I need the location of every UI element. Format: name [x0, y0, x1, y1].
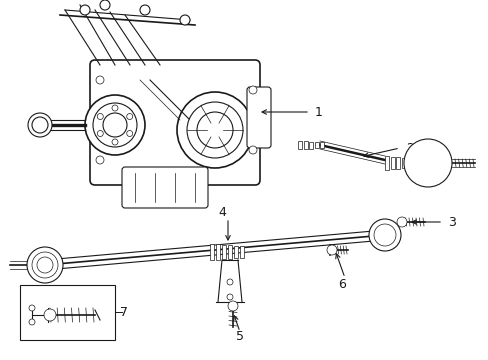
Bar	[222, 245, 225, 259]
Circle shape	[415, 151, 439, 175]
Circle shape	[409, 145, 445, 181]
Circle shape	[180, 15, 190, 25]
Text: 4: 4	[218, 206, 225, 219]
Text: 5: 5	[236, 329, 244, 342]
Circle shape	[32, 252, 58, 278]
Bar	[20, 285, 115, 340]
Circle shape	[177, 92, 252, 168]
Bar	[417, 159, 421, 166]
Circle shape	[85, 95, 145, 155]
Bar	[401, 158, 405, 168]
Bar	[227, 245, 231, 259]
Circle shape	[186, 102, 243, 158]
Bar	[308, 141, 312, 149]
Circle shape	[37, 257, 53, 273]
Bar	[390, 157, 394, 170]
Bar	[319, 142, 324, 148]
Circle shape	[197, 112, 232, 148]
Bar	[209, 244, 214, 260]
Bar	[240, 246, 244, 258]
Bar	[234, 246, 238, 258]
Circle shape	[248, 146, 257, 154]
Text: 3: 3	[447, 216, 455, 229]
Circle shape	[93, 103, 137, 147]
Circle shape	[44, 309, 56, 321]
Circle shape	[326, 245, 336, 255]
Circle shape	[421, 157, 433, 169]
Circle shape	[29, 305, 35, 311]
Circle shape	[97, 131, 103, 136]
Circle shape	[32, 117, 48, 133]
Circle shape	[248, 86, 257, 94]
Circle shape	[126, 113, 132, 120]
Bar	[384, 156, 388, 170]
Circle shape	[103, 113, 127, 137]
Circle shape	[97, 113, 103, 120]
FancyBboxPatch shape	[90, 60, 260, 185]
FancyBboxPatch shape	[246, 87, 270, 148]
Circle shape	[96, 76, 104, 84]
Circle shape	[396, 217, 406, 227]
Bar	[216, 244, 220, 260]
Circle shape	[80, 5, 90, 15]
Circle shape	[368, 219, 400, 251]
Circle shape	[112, 139, 118, 145]
Bar	[314, 142, 318, 148]
Circle shape	[28, 113, 52, 137]
Circle shape	[226, 279, 232, 285]
Bar	[395, 157, 399, 169]
Circle shape	[29, 319, 35, 325]
Text: 6: 6	[337, 278, 345, 291]
FancyBboxPatch shape	[122, 167, 207, 208]
Circle shape	[96, 156, 104, 164]
Bar	[406, 158, 410, 168]
Text: 7: 7	[120, 306, 128, 319]
Text: 1: 1	[314, 105, 322, 118]
Bar	[297, 141, 302, 149]
Circle shape	[227, 301, 238, 311]
Circle shape	[27, 247, 63, 283]
Circle shape	[226, 294, 232, 300]
Text: 2: 2	[405, 141, 413, 154]
Circle shape	[112, 105, 118, 111]
Circle shape	[403, 139, 451, 187]
Bar	[303, 141, 307, 149]
Bar	[412, 159, 416, 167]
Circle shape	[140, 5, 150, 15]
Circle shape	[373, 224, 395, 246]
Circle shape	[126, 131, 132, 136]
Circle shape	[100, 0, 110, 10]
